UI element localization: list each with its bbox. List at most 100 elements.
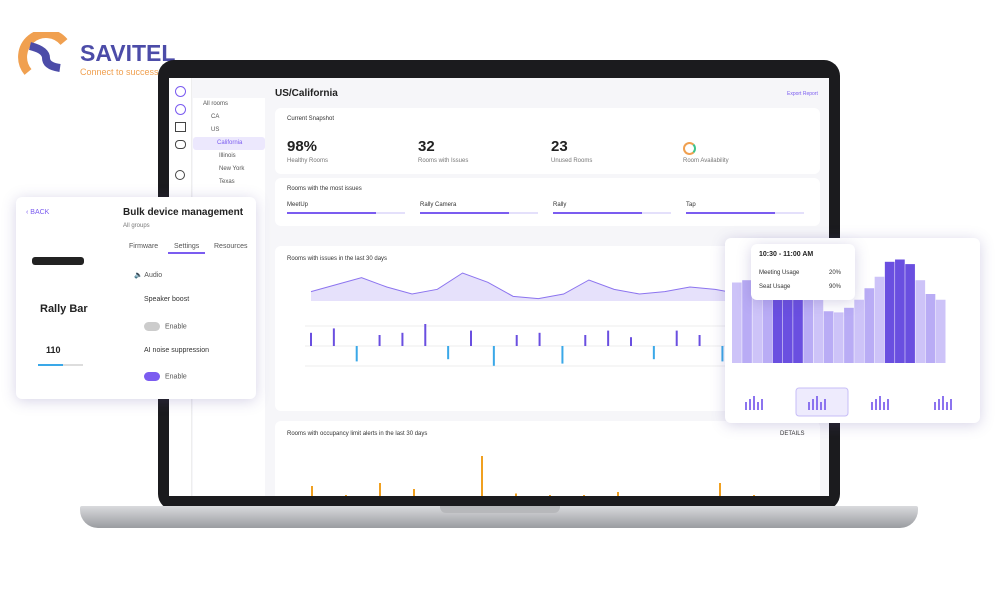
nav-icon[interactable]	[175, 170, 185, 180]
stat-label: Unused Rooms	[551, 158, 593, 164]
usage-bar	[762, 271, 773, 363]
card-title: Rooms with the most issues	[287, 186, 362, 192]
tree-item[interactable]: New York	[219, 166, 245, 172]
occupancy-bar	[549, 495, 551, 496]
tree-item[interactable]: California	[193, 137, 265, 150]
tree-item[interactable]: All rooms	[203, 101, 229, 107]
laptop-base	[80, 506, 918, 528]
issue-bar	[607, 330, 610, 346]
thumb-bar	[753, 396, 755, 410]
tooltip-label: Seat Usage	[759, 284, 791, 290]
stat-value: 23	[551, 138, 568, 155]
tree-item[interactable]: Texas	[219, 179, 235, 185]
issue-bar	[538, 332, 541, 346]
issue-bar	[310, 332, 312, 346]
occupancy-bar	[617, 492, 619, 496]
occupancy-chart	[311, 456, 755, 496]
toggle-row[interactable]: Enable	[144, 372, 187, 381]
thumb-bar	[883, 402, 885, 410]
occupancy-bar	[345, 495, 347, 496]
issue-bar	[698, 335, 701, 346]
toggle-row[interactable]: Enable	[144, 322, 187, 331]
usage-bar	[935, 299, 946, 363]
room-item[interactable]: Rally Camera	[420, 202, 538, 214]
card-title: Current Snapshot	[287, 116, 335, 122]
usage-bar	[854, 299, 864, 363]
tree-item[interactable]: US	[211, 127, 220, 133]
issues-card: Rooms with the most issues MeetUp Rally C…	[275, 178, 820, 226]
usage-bar	[833, 312, 844, 363]
tab[interactable]: Resources	[214, 243, 248, 250]
thumb-bar	[812, 399, 814, 410]
tree-item[interactable]: CA	[211, 114, 220, 120]
issue-bar	[378, 335, 381, 346]
issue-bar	[561, 346, 564, 364]
tooltip-time: 10:30 - 11:00 AM	[759, 251, 814, 258]
nav-icon[interactable]	[175, 104, 186, 115]
thumb-bar	[745, 402, 747, 410]
room-item[interactable]: MeetUp	[287, 202, 405, 214]
thumb-bar	[824, 399, 826, 410]
thumb-bar	[938, 399, 940, 410]
export-link[interactable]: Export Report	[787, 91, 818, 97]
thumb-bar	[950, 399, 952, 410]
issue-bar	[470, 330, 472, 346]
stat-value: 32	[418, 138, 435, 155]
usage-bar	[772, 265, 783, 363]
occupancy-bar	[583, 495, 585, 496]
page-title: US/California	[275, 88, 338, 99]
toggle-text: Enable	[165, 323, 187, 331]
thumb-bar	[942, 396, 944, 410]
occupancy-bar	[379, 483, 381, 496]
thumb-bar	[749, 399, 751, 410]
thumb-bar	[879, 396, 881, 410]
chart-title: Rooms with issues in the last 30 days	[287, 256, 388, 262]
seat-bar	[38, 364, 83, 366]
thumb-bar	[871, 402, 873, 410]
room-item[interactable]: Tap	[686, 202, 804, 214]
tree-item[interactable]: Illinois	[219, 153, 236, 159]
issue-bar	[332, 328, 335, 346]
usage-bar	[884, 261, 895, 363]
details-link[interactable]: DETAILS	[780, 431, 805, 437]
occupancy-bar	[311, 486, 313, 496]
back-link[interactable]: ‹ BACK	[26, 209, 50, 216]
tooltip-label: Meeting Usage	[759, 270, 800, 276]
issue-bar	[401, 332, 404, 346]
issue-bar	[584, 335, 587, 346]
usage-bar	[742, 280, 752, 363]
occupancy-bar	[413, 489, 415, 496]
nav-icon[interactable]	[175, 140, 186, 149]
occupancy-bar	[481, 456, 483, 496]
section-label: 🔈 Audio	[134, 272, 163, 279]
issue-bar	[492, 346, 495, 366]
issue-bar	[630, 337, 632, 346]
panel-subtitle: All groups	[123, 223, 150, 229]
usage-bar	[895, 259, 905, 363]
thumb-bar	[820, 402, 822, 410]
tooltip-value: 90%	[829, 284, 842, 290]
usage-bar	[874, 276, 885, 363]
seat-count: 110	[46, 345, 61, 355]
chart-title: Rooms with occupancy limit alerts in the…	[287, 431, 428, 437]
trend-area	[311, 273, 791, 301]
nav-icon[interactable]	[175, 122, 186, 132]
occupancy-bar	[719, 483, 721, 496]
tooltip: 10:30 - 11:00 AM Meeting Usage 20% Seat …	[751, 244, 855, 300]
availability-ring	[683, 142, 696, 155]
room-item[interactable]: Rally	[553, 202, 671, 214]
usage-bar	[813, 294, 824, 363]
usage-bar	[782, 261, 793, 363]
usage-bar	[752, 277, 763, 363]
usage-bar	[925, 294, 936, 363]
usage-chart	[732, 259, 974, 417]
tooltip-value: 20%	[829, 270, 842, 276]
tab[interactable]: Settings	[168, 241, 206, 254]
tab[interactable]: Firmware	[129, 243, 159, 250]
thumb-bar	[761, 399, 763, 410]
back-text[interactable]: BACK	[30, 209, 50, 216]
laptop-notch	[440, 506, 560, 513]
stat-label: Rooms with Issues	[418, 158, 469, 164]
issue-bar	[355, 346, 358, 362]
thumb-bar	[887, 399, 889, 410]
